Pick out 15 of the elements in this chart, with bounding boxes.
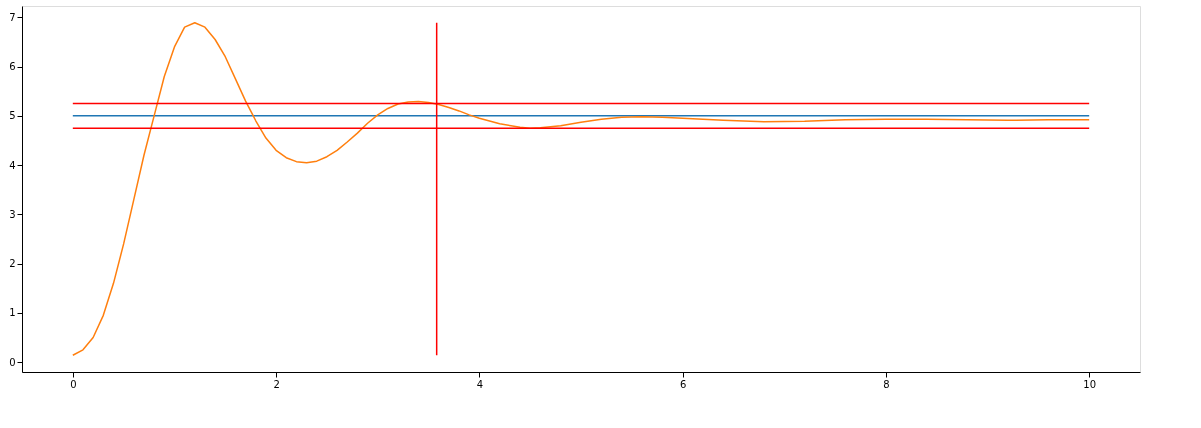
- y-tick-label: 0: [9, 356, 16, 368]
- x-tick-label: 4: [476, 378, 484, 390]
- line-series: [72, 22, 1090, 356]
- x-tick-label: 10: [1083, 378, 1097, 390]
- y-tick-label: 6: [9, 61, 16, 73]
- x-tick-label: 6: [679, 378, 687, 390]
- y-tick-label: 2: [9, 258, 16, 270]
- x-tick-label: 2: [273, 378, 280, 390]
- x-tick-label: 8: [883, 378, 890, 390]
- y-tick-label: 3: [9, 208, 16, 220]
- y-tick-label: 5: [9, 110, 16, 122]
- x-tick-label: 0: [70, 378, 77, 390]
- y-tick-label: 1: [9, 307, 16, 319]
- y-tick-label: 7: [9, 11, 16, 23]
- y-tick-label: 4: [9, 159, 16, 171]
